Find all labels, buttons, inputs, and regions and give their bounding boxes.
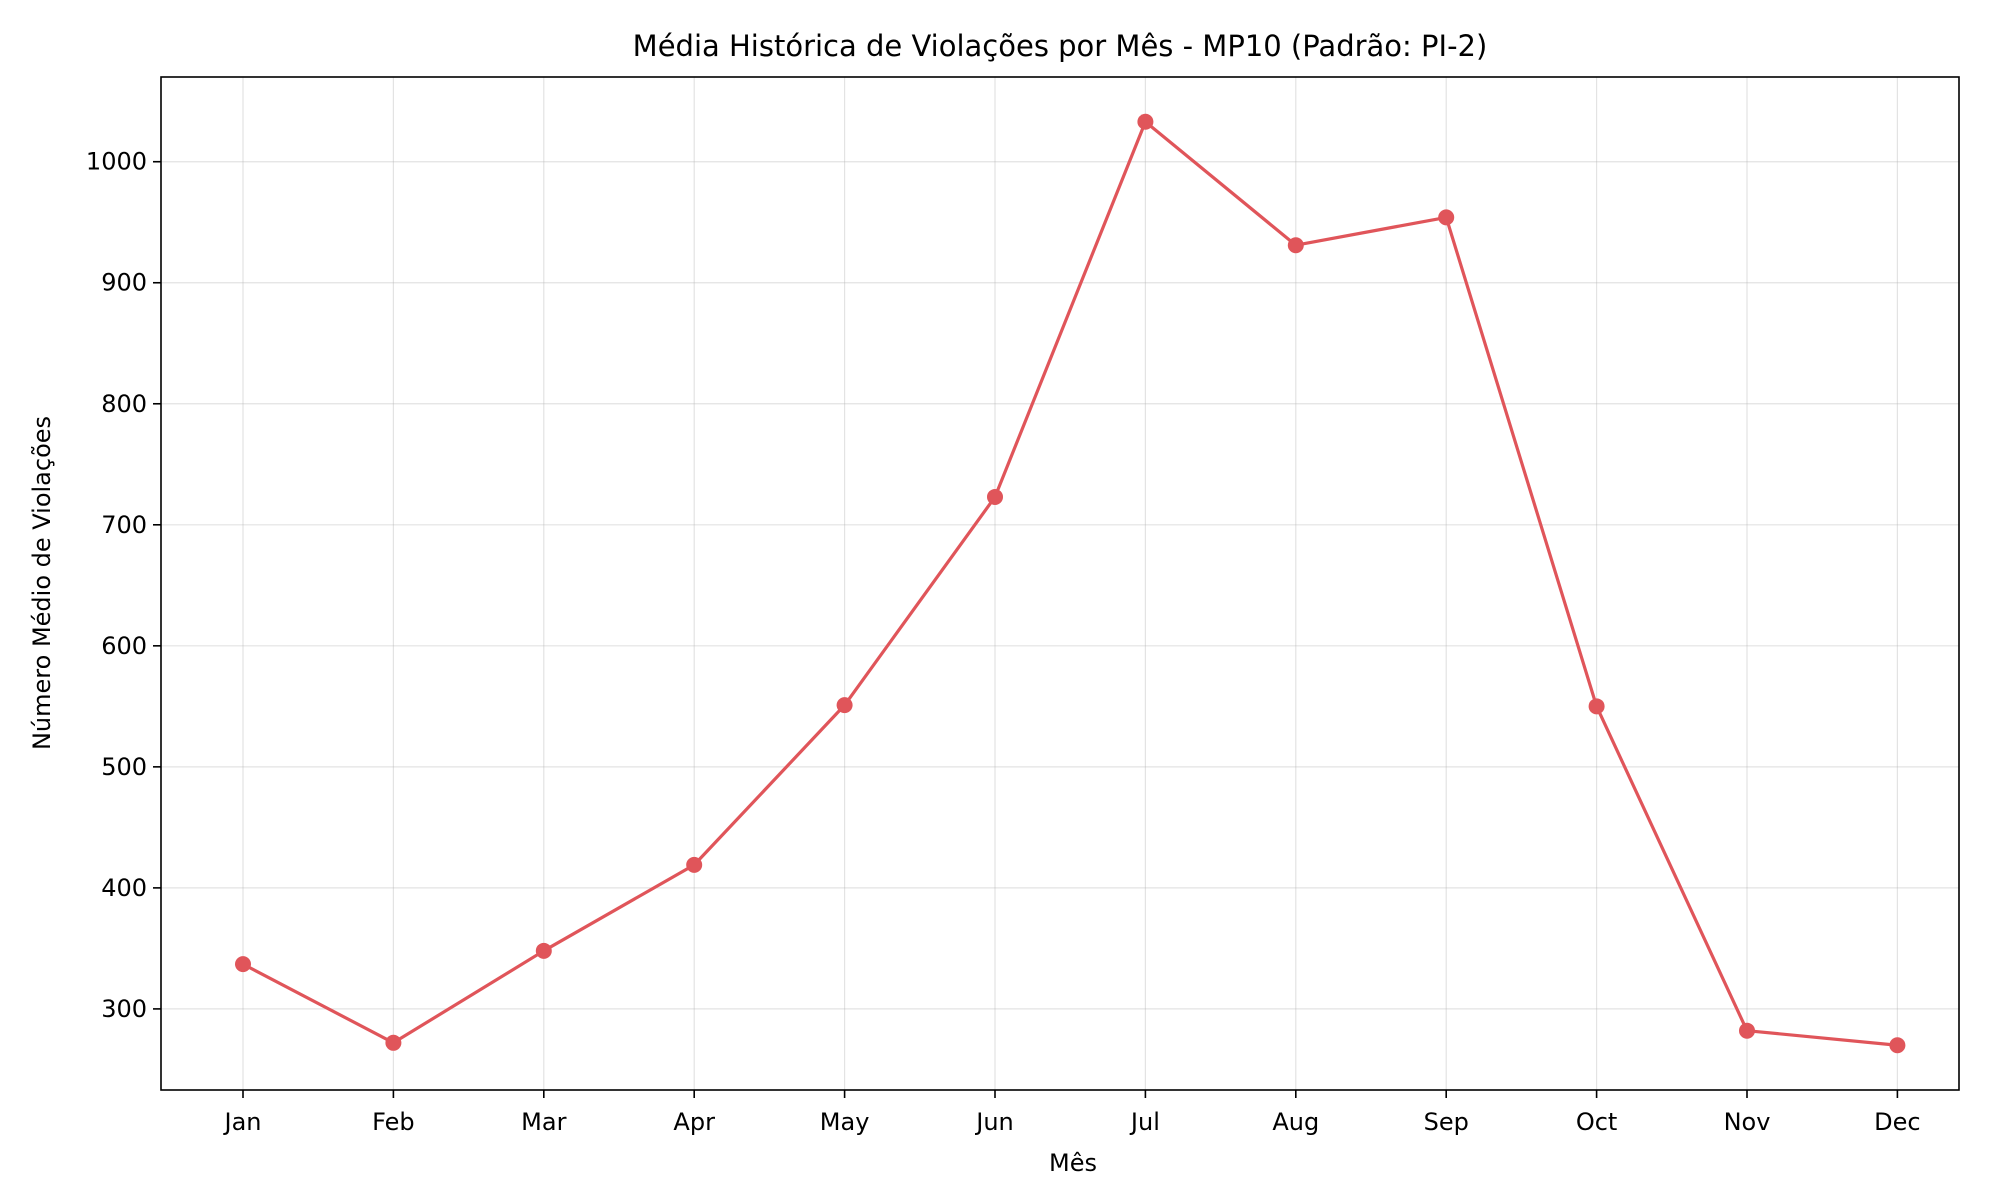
x-tick-label: Jun <box>974 1108 1014 1136</box>
x-tick-label: Feb <box>372 1108 415 1136</box>
grid <box>161 77 1959 1090</box>
x-tick-label: Dec <box>1874 1108 1920 1136</box>
x-tick-label: Aug <box>1272 1108 1319 1136</box>
series-line <box>242 120 1898 1047</box>
x-tick-label: Oct <box>1576 1108 1618 1136</box>
y-tick-label: 700 <box>101 511 147 539</box>
x-tick-label: Mar <box>521 1108 566 1136</box>
y-axis-label: Número Médio de Violações <box>28 416 56 750</box>
x-axis-label: Mês <box>1049 1149 1097 1177</box>
chart-title: Média Histórica de Violações por Mês - M… <box>633 29 1488 63</box>
data-point <box>235 956 251 973</box>
axis-ticks: Jan Feb Mar Apr May Jun Jul Aug Sep Oct Nov Dec 300 4… <box>86 148 1921 1136</box>
data-point <box>1438 209 1455 226</box>
data-point <box>836 697 853 714</box>
x-tick-label: Jul <box>1129 1108 1160 1136</box>
data-point <box>987 488 1003 505</box>
data-point <box>686 856 703 873</box>
x-tick-label: Sep <box>1424 1108 1469 1136</box>
y-tick-label: 800 <box>101 390 147 418</box>
data-point <box>535 942 552 959</box>
x-tick-label: May <box>820 1108 870 1136</box>
y-tick-label: 300 <box>101 995 147 1023</box>
data-point <box>1287 237 1304 254</box>
series <box>235 113 1906 1054</box>
y-tick-label: 500 <box>101 753 147 781</box>
x-tick-label: Nov <box>1724 1108 1771 1136</box>
plot-frame <box>160 76 1960 1091</box>
y-tick-label: 600 <box>101 632 147 660</box>
x-tick-label: Apr <box>673 1108 715 1136</box>
data-point <box>385 1034 402 1051</box>
x-tick-label: Jan <box>223 1108 262 1136</box>
data-point <box>1137 113 1154 130</box>
y-tick-label: 400 <box>101 874 147 902</box>
y-tick-label: 1000 <box>86 148 147 176</box>
data-point <box>1739 1022 1755 1039</box>
data-point <box>1588 698 1605 715</box>
y-tick-label: 900 <box>101 269 147 297</box>
data-point <box>1889 1037 1906 1054</box>
